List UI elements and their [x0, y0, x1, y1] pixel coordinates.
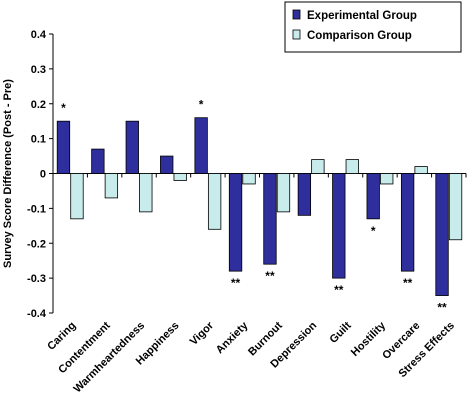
- bar-experimental: [125, 120, 139, 174]
- significance-marker: **: [437, 301, 447, 315]
- category-label: Guilt: [327, 319, 353, 345]
- bar-experimental: [435, 173, 449, 296]
- category-label: Anxiety: [214, 319, 251, 356]
- chart-labels: *CaringContentmentWarmheartednessHappine…: [45, 98, 457, 396]
- legend-swatch: [292, 9, 301, 20]
- bar-experimental: [263, 173, 277, 265]
- chart-bars: [56, 117, 463, 296]
- bar-experimental: [91, 148, 105, 174]
- y-tick-label: 0.4: [31, 29, 47, 41]
- bar-experimental: [160, 155, 174, 174]
- bar-comparison: [70, 173, 84, 220]
- bar-comparison: [207, 173, 222, 230]
- bar-experimental: [297, 173, 312, 216]
- legend-label: Comparison Group: [307, 30, 412, 42]
- significance-marker: *: [371, 224, 376, 238]
- significance-marker: *: [199, 98, 204, 112]
- bar-comparison: [380, 173, 394, 185]
- bar-comparison: [448, 173, 463, 241]
- bar-comparison: [311, 159, 325, 174]
- significance-marker: **: [231, 276, 241, 290]
- y-tick-label: -0.4: [27, 308, 47, 320]
- bar-experimental: [56, 120, 71, 174]
- y-tick-label: -0.1: [27, 203, 46, 215]
- y-tick-label: -0.2: [27, 238, 46, 250]
- bar-comparison: [345, 159, 359, 174]
- bar-comparison: [173, 173, 187, 181]
- bar-comparison: [104, 173, 119, 199]
- category-label: Caring: [45, 320, 78, 353]
- significance-marker: **: [265, 269, 275, 283]
- significance-marker: **: [334, 283, 344, 297]
- significance-marker: *: [61, 101, 66, 115]
- y-tick-label: 0.3: [31, 64, 46, 76]
- bar-experimental: [194, 117, 208, 174]
- significance-marker: **: [403, 276, 413, 290]
- bar-comparison: [276, 173, 291, 213]
- legend-box: [284, 1, 462, 53]
- y-tick-label: 0.2: [31, 99, 46, 111]
- legend-label: Experimental Group: [307, 10, 417, 22]
- legend-swatch: [292, 29, 301, 40]
- bar-comparison: [139, 173, 153, 213]
- bar-comparison: [414, 166, 428, 174]
- legend: Experimental Group Comparison Group: [284, 1, 462, 53]
- bar-experimental: [228, 173, 243, 272]
- bar-experimental: [332, 173, 346, 279]
- bar-experimental: [400, 173, 415, 272]
- y-axis-title: Survey Score Difference (Post - Pre): [2, 79, 14, 268]
- bar-experimental: [366, 173, 380, 220]
- y-tick-label: -0.3: [27, 273, 46, 285]
- y-tick-label: 0.1: [31, 134, 46, 146]
- y-tick-label: 0: [40, 169, 46, 181]
- category-label: Vigor: [188, 319, 217, 348]
- chart-axes: 0.4 0.3 0.2 0.1 0 -0.1 -0.2 -0.3 -0.4 Survey Scor…: [2, 29, 467, 320]
- bar-comparison: [242, 173, 256, 185]
